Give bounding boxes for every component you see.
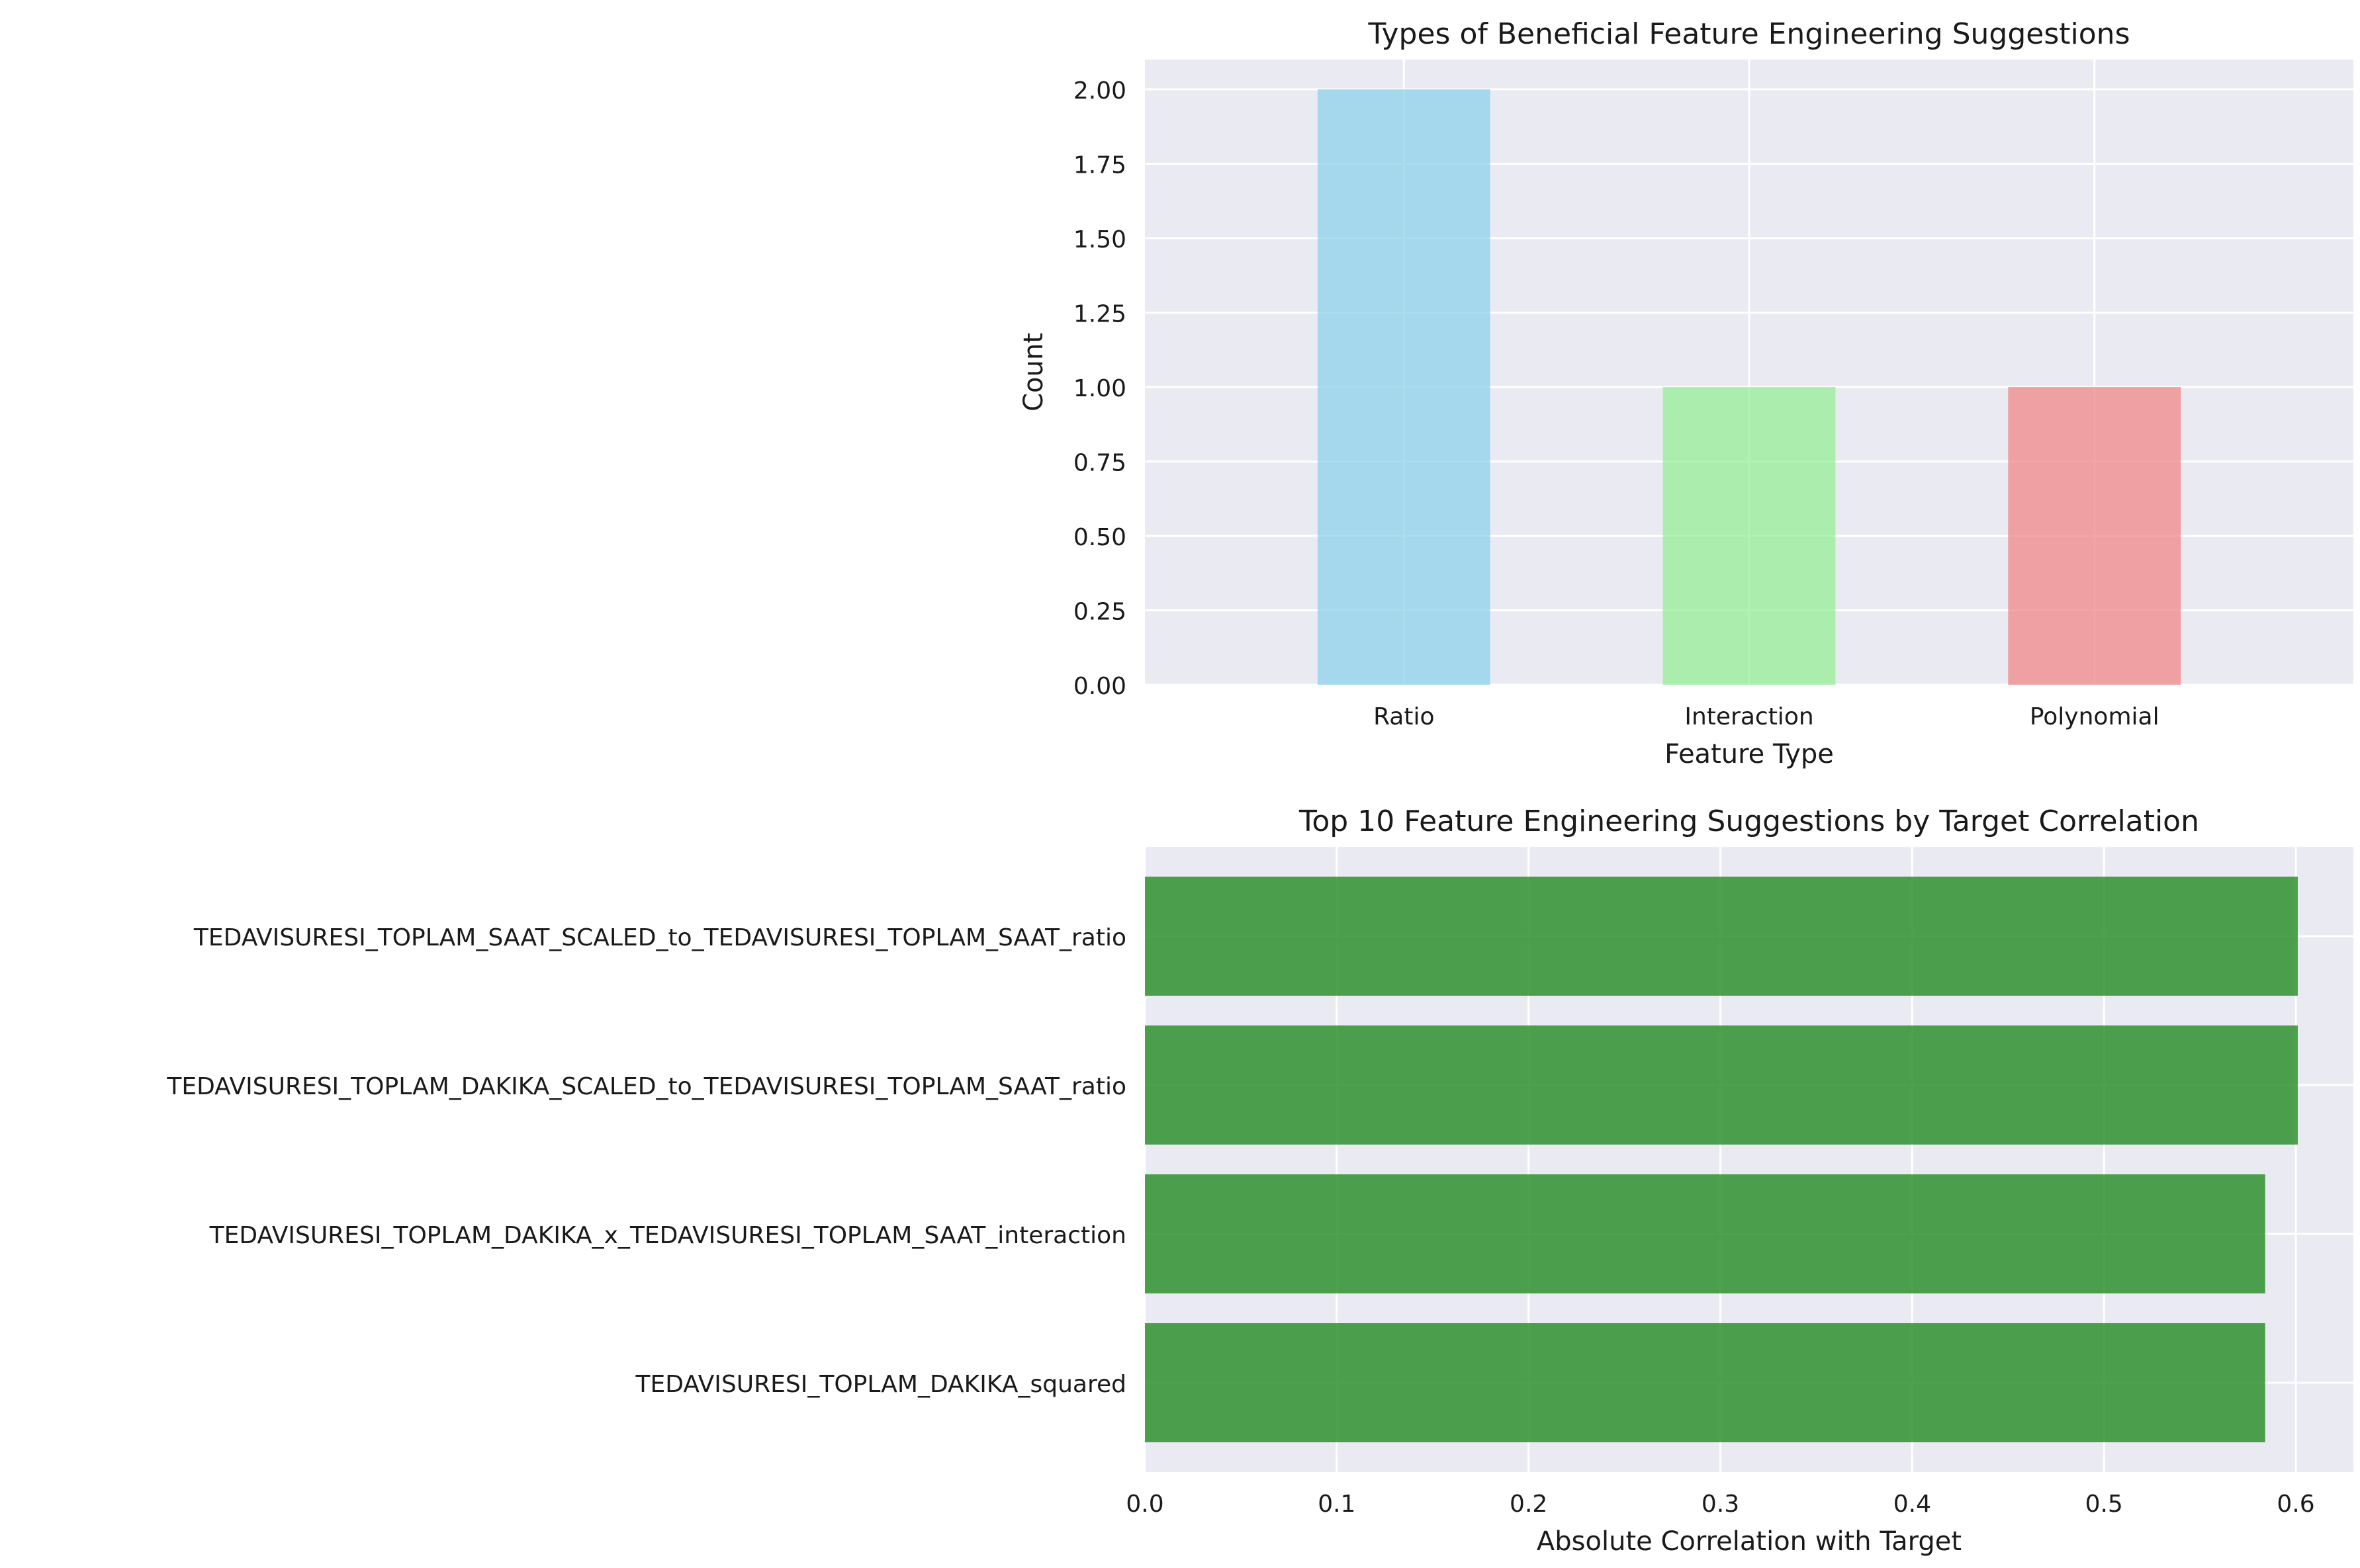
chart2-y-tick-labels: TEDAVISURESI_TOPLAM_SAAT_SCALED_to_TEDAV… bbox=[166, 924, 1126, 1398]
chart1-x-tick-label: Ratio bbox=[1373, 703, 1434, 730]
correlation-horizontal-bar-chart: TEDAVISURESI_TOPLAM_SAAT_SCALED_to_TEDAV… bbox=[166, 805, 2353, 1557]
chart1-bar-interaction bbox=[1662, 387, 1836, 685]
chart1-bars bbox=[1317, 89, 2181, 685]
chart1-y-tick-label: 0.75 bbox=[1073, 450, 1126, 477]
chart2-bars bbox=[1145, 877, 2298, 1442]
chart2-x-tick-labels: 0.0 0.1 0.2 0.3 0.4 0.5 0.6 bbox=[1126, 1491, 2314, 1518]
chart1-y-tick-labels: 0.00 0.25 0.50 0.75 1.00 1.25 1.50 1.75 2.00 bbox=[1073, 77, 1126, 700]
chart2-x-axis-label: Absolute Correlation with Target bbox=[1537, 1526, 1962, 1557]
chart2-y-tick-label: TEDAVISURESI_TOPLAM_SAAT_SCALED_to_TEDAV… bbox=[193, 924, 1126, 951]
chart1-y-tick-label: 1.50 bbox=[1073, 226, 1126, 253]
chart2-bar bbox=[1145, 1323, 2265, 1442]
chart1-y-tick-label: 1.75 bbox=[1073, 152, 1126, 179]
chart2-x-tick-label: 0.3 bbox=[1702, 1491, 1739, 1518]
chart1-x-tick-label: Polynomial bbox=[2030, 703, 2159, 730]
chart1-y-tick-label: 1.00 bbox=[1073, 375, 1126, 402]
chart1-y-tick-label: 0.25 bbox=[1073, 599, 1126, 626]
chart1-y-tick-label: 0.00 bbox=[1073, 673, 1126, 700]
chart2-x-tick-label: 0.6 bbox=[2277, 1491, 2314, 1518]
chart2-bar bbox=[1145, 1025, 2298, 1145]
chart2-x-tick-label: 0.4 bbox=[1893, 1491, 1931, 1518]
chart1-y-tick-label: 2.00 bbox=[1073, 77, 1126, 105]
chart2-y-tick-label: TEDAVISURESI_TOPLAM_DAKIKA_x_TEDAVISURES… bbox=[209, 1222, 1126, 1249]
chart1-title: Types of Beneficial Feature Engineering … bbox=[1367, 17, 2130, 51]
chart1-bar-ratio bbox=[1317, 89, 1490, 685]
chart1-x-tick-label: Interaction bbox=[1684, 703, 1813, 730]
chart2-y-tick-label: TEDAVISURESI_TOPLAM_DAKIKA_SCALED_to_TED… bbox=[166, 1073, 1126, 1100]
chart2-title: Top 10 Feature Engineering Suggestions b… bbox=[1298, 805, 2199, 838]
chart2-bar bbox=[1145, 877, 2298, 996]
feature-type-bar-chart: 0.00 0.25 0.50 0.75 1.00 1.25 1.50 1.75 2.00 Rat… bbox=[1019, 17, 2353, 769]
chart2-y-tick-label: TEDAVISURESI_TOPLAM_DAKIKA_squared bbox=[635, 1371, 1126, 1398]
chart1-y-tick-label: 1.25 bbox=[1073, 301, 1126, 328]
chart2-x-tick-label: 0.0 bbox=[1126, 1491, 1163, 1518]
chart1-x-axis-label: Feature Type bbox=[1664, 739, 1834, 769]
chart1-y-axis-label: Count bbox=[1019, 333, 1049, 412]
chart2-bar bbox=[1145, 1174, 2265, 1293]
chart2-x-tick-label: 0.5 bbox=[2085, 1491, 2123, 1518]
chart1-bar-polynomial bbox=[2008, 387, 2181, 685]
chart1-y-tick-label: 0.50 bbox=[1073, 524, 1126, 551]
chart2-x-tick-label: 0.1 bbox=[1318, 1491, 1355, 1518]
chart1-x-tick-labels: Ratio Interaction Polynomial bbox=[1373, 703, 2159, 730]
chart2-x-tick-label: 0.2 bbox=[1510, 1491, 1547, 1518]
